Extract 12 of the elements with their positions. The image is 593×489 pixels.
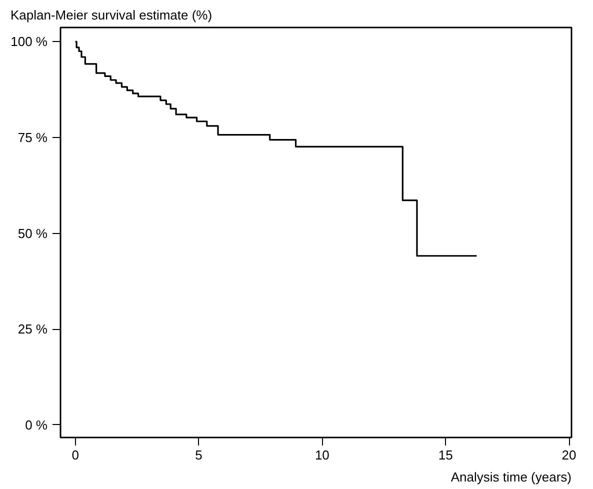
y-tick-label: 100 % <box>10 34 48 50</box>
x-tick-label: 20 <box>562 448 576 462</box>
y-tick-label: 50 % <box>18 226 48 241</box>
x-tick-label: 10 <box>314 448 330 462</box>
y-tick-label: 0 % <box>25 417 48 432</box>
x-tick-label: 0 <box>72 448 79 462</box>
y-tick-label: 75 % <box>18 130 48 145</box>
x-tick-label: 5 <box>195 448 202 462</box>
x-axis-title: Analysis time (years) <box>450 470 572 484</box>
y-tick-label: 25 % <box>18 322 48 337</box>
x-tick-label: 15 <box>438 448 453 462</box>
y-axis-title: Kaplan-Meier survival estimate (%) <box>10 8 212 22</box>
